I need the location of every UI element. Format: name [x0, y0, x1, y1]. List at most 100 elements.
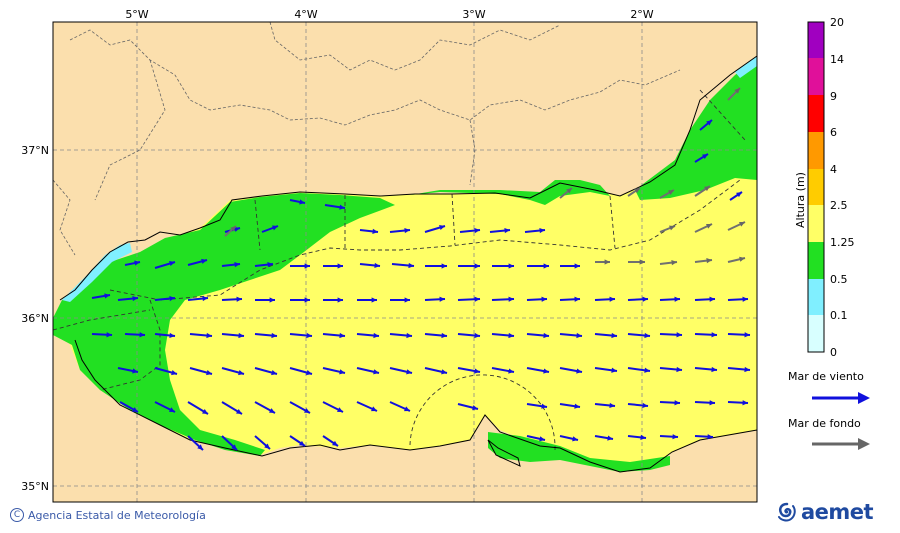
wind-arrowhead: [202, 295, 208, 302]
aemet-logo: aemet: [776, 500, 874, 524]
wind-arrow-row-7: [221, 119, 743, 269]
wind-arrowhead: [169, 407, 175, 412]
wind-arrowhead: [541, 403, 547, 409]
sea-green-strip-south: [488, 432, 670, 472]
wind-arrowhead: [339, 369, 345, 375]
wind-arrowhead: [372, 228, 378, 234]
swell-arrowhead: [604, 259, 610, 265]
swell-arrowhead: [566, 188, 572, 194]
wind-arrowhead: [640, 434, 646, 440]
wind-arrowhead: [132, 295, 138, 302]
wind-arrowhead: [408, 262, 414, 269]
wind-arrowhead: [474, 296, 480, 302]
wind-arrowhead: [707, 434, 713, 440]
swatch-1.25-2.5: [808, 205, 824, 242]
wind-arrowhead: [541, 296, 547, 302]
wind-arrowhead: [304, 263, 310, 269]
wind-arrowhead: [674, 400, 680, 406]
legend-swell-arrow-icon: [812, 438, 870, 450]
wind-arrowhead: [272, 225, 278, 231]
wind-arrow-row-2: [117, 295, 749, 303]
colorbar-tick-14: 14: [830, 53, 844, 66]
wind-arrowhead: [572, 436, 578, 442]
wind-arrowhead: [574, 403, 580, 409]
wind-arrowhead: [504, 227, 510, 234]
wind-arrow-row-4: [117, 366, 751, 376]
wind-arrowhead: [337, 297, 343, 303]
swatch-6-9: [808, 95, 824, 132]
swatch-0.1-0.5: [808, 279, 824, 315]
lat-label-36n: 36°N: [21, 312, 49, 325]
wind-arrowhead: [576, 368, 582, 374]
wind-arrowhead: [306, 370, 312, 376]
swatch-4-6: [808, 132, 824, 169]
wind-arrowhead: [439, 225, 445, 231]
wind-arrowhead: [206, 332, 212, 339]
swell-arrows: [224, 87, 746, 266]
lon-label-5w: 5°W: [125, 8, 148, 21]
sea-green-zone-west: [53, 193, 395, 456]
wind-arrowhead: [339, 204, 345, 210]
wind-arrowhead: [676, 366, 682, 373]
wind-arrowhead: [508, 263, 514, 269]
swell-arrowhead: [634, 188, 640, 194]
footer-credit: C Agencia Estatal de Meteorología: [10, 508, 206, 522]
swell-arrowhead: [669, 225, 675, 231]
wind-arrowhead: [543, 263, 549, 269]
sea-cyan-zone-west: [62, 243, 132, 302]
wind-arrowhead: [404, 406, 410, 412]
wind-arrowhead: [574, 296, 580, 302]
wind-arrowhead: [711, 332, 717, 338]
wind-arrowhead: [574, 263, 580, 269]
lon-label-4w: 4°W: [294, 8, 317, 21]
wind-arrowhead: [674, 296, 680, 302]
colorbar-tick-2.5: 2.5: [830, 199, 848, 212]
coastline: [59, 55, 758, 473]
wind-arrowhead: [104, 293, 110, 299]
wind-arrowhead: [508, 332, 514, 339]
sea-cyan-zone-east: [735, 56, 757, 78]
swatch-14-20: [808, 22, 824, 58]
wind-arrowhead: [106, 332, 112, 338]
sea-green-strip-north: [410, 180, 610, 205]
wind-arrow-row-1: [91, 199, 546, 299]
wind-arrowhead: [474, 332, 480, 339]
wind-arrowhead: [709, 400, 715, 406]
sea-zone-dividers: [52, 89, 746, 451]
wind-arrowhead: [439, 296, 445, 302]
wind-arrowhead: [202, 408, 208, 414]
colorbar-tick-0.5: 0.5: [830, 273, 848, 286]
wind-arrowhead: [374, 262, 380, 269]
legend-wind-sea-label: Mar de viento: [788, 370, 864, 383]
wind-arrowhead: [744, 366, 750, 373]
colorbar-title: Altura (m): [794, 172, 807, 228]
wind-arrowhead: [609, 402, 615, 409]
wind-arrowhead: [736, 192, 742, 198]
swell-arrowhead: [639, 259, 645, 265]
wind-arrowhead: [271, 370, 277, 376]
legend-wind-arrow-icon: [812, 392, 870, 404]
wind-arrowhead: [231, 444, 237, 450]
wind-arrowhead: [238, 332, 244, 339]
footer-credit-text: Agencia Estatal de Meteorología: [28, 508, 206, 522]
wind-arrowhead: [508, 368, 514, 374]
wind-arrowhead: [742, 296, 748, 302]
wind-arrowhead: [441, 263, 447, 269]
wind-arrowhead: [337, 263, 343, 269]
wind-arrowhead: [406, 332, 412, 339]
wind-arrowhead: [609, 296, 615, 302]
swell-arrowhead: [668, 190, 674, 195]
wind-arrowhead: [236, 408, 242, 414]
wind-arrowhead: [236, 296, 242, 302]
aemet-swirl-icon: [778, 502, 796, 522]
wind-arrowhead: [132, 368, 138, 374]
wind-arrowhead: [332, 440, 338, 446]
wind-arrowhead: [373, 369, 379, 375]
wind-arrowhead: [474, 368, 480, 374]
wind-arrowhead: [206, 370, 212, 376]
wind-arrowhead: [702, 154, 708, 160]
wind-arrowhead: [371, 297, 377, 303]
wind-arrowhead: [742, 400, 748, 406]
wave-height-map: 5°W 4°W 3°W 2°W 37°N 36°N 35°N: [21, 8, 758, 503]
swatch-9-14: [808, 58, 824, 95]
